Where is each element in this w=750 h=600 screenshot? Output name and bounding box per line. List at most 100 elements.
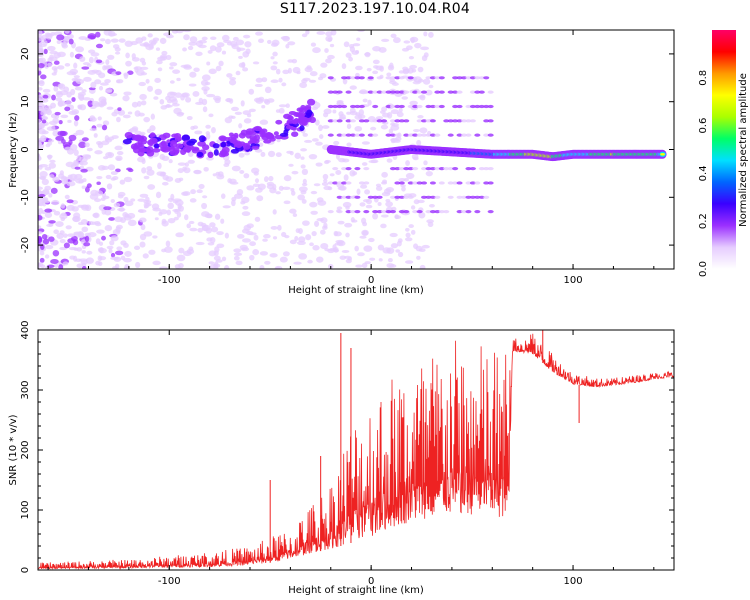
heatmap-scatter-cell	[230, 148, 240, 154]
heatmap-cell	[259, 251, 269, 256]
heatmap-cell	[131, 53, 136, 60]
heatmap-cell	[38, 69, 42, 76]
heatmap-cell	[183, 250, 192, 257]
heatmap-cell	[166, 209, 172, 216]
heatmap-cell	[402, 66, 409, 71]
heatmap-cell	[66, 204, 75, 211]
heatmap-cell	[386, 72, 392, 77]
heatmap-band-cell	[465, 210, 472, 214]
heatmap-band-cell	[465, 195, 472, 199]
heatmap-cell	[152, 235, 158, 239]
heatmap-band-cell	[434, 104, 441, 109]
heatmap-cell	[49, 159, 56, 163]
heatmap-cell	[401, 96, 409, 100]
heatmap-band-cell	[474, 104, 481, 109]
heatmap-cell	[101, 124, 108, 131]
heatmap-cell	[337, 220, 345, 225]
heatmap-cell	[64, 194, 70, 200]
heatmap-cell	[38, 202, 44, 207]
heatmap-band-cell	[412, 167, 419, 171]
heatmap-cell	[74, 78, 82, 82]
heatmap-cell	[182, 166, 187, 171]
heatmap-band-cell	[429, 167, 436, 171]
heatmap-cell	[116, 246, 123, 251]
heatmap-band-cell	[452, 76, 459, 80]
heatmap-cell	[317, 76, 324, 81]
heatmap-cell	[419, 127, 428, 134]
heatmap-cell	[82, 97, 91, 101]
heatmap-cell	[233, 252, 243, 257]
heatmap-cell	[206, 61, 211, 66]
heatmap-cell	[147, 85, 154, 92]
heatmap-band-cell	[487, 90, 494, 94]
heatmap-cell	[381, 38, 390, 43]
heatmap-cell	[110, 235, 119, 242]
heatmap-cell	[164, 104, 173, 108]
heatmap-cell	[162, 181, 169, 186]
heatmap-cell	[41, 34, 47, 41]
heatmap-cell	[230, 40, 238, 47]
heatmap-cell	[277, 224, 282, 231]
heatmap-cell	[80, 168, 88, 173]
heatmap-band-cell	[403, 195, 410, 199]
heatmap-cell	[64, 106, 71, 112]
heatmap-cell	[201, 202, 208, 210]
heatmap-band-cell	[376, 195, 383, 199]
heatmap-scatter-cell	[269, 137, 276, 142]
heatmap-cell	[169, 91, 177, 96]
heatmap-cell	[254, 148, 263, 153]
heatmap-scatter-cell	[306, 109, 313, 117]
heatmap-cell	[208, 113, 214, 118]
heatmap-cell	[354, 126, 363, 132]
heatmap-cell	[137, 198, 146, 202]
heatmap-cell	[409, 100, 418, 106]
snr-y-tick-label: 300	[20, 380, 31, 399]
heatmap-cell	[67, 119, 72, 123]
heatmap-band-cell	[407, 167, 414, 171]
heatmap-cell	[134, 66, 139, 73]
heatmap-band-cell	[327, 90, 334, 94]
heatmap-cell	[107, 136, 115, 141]
heatmap-cell	[125, 52, 130, 59]
heatmap-cell	[264, 260, 271, 265]
heatmap-cell	[157, 56, 166, 61]
heatmap-band-cell	[465, 119, 472, 123]
heatmap-cell	[152, 37, 160, 42]
heatmap-band-cell	[336, 210, 343, 214]
heatmap-band-cell	[474, 90, 481, 94]
heatmap-cell	[159, 209, 168, 215]
heatmap-cell	[127, 219, 137, 227]
heatmap-cell	[195, 51, 203, 57]
heatmap-cell	[169, 66, 174, 70]
heatmap-cell	[108, 248, 113, 254]
heatmap-cell	[309, 71, 318, 77]
heatmap-cell	[270, 79, 279, 84]
heatmap-band-cell	[367, 76, 374, 80]
heatmap-cell	[279, 256, 288, 263]
heatmap-band-cell	[381, 181, 388, 185]
heatmap-cell	[153, 96, 159, 100]
heatmap-cell	[143, 41, 149, 48]
heatmap-cell	[324, 247, 330, 252]
heatmap-cell	[370, 126, 377, 131]
heatmap-cell	[254, 83, 263, 88]
heatmap-cell	[140, 224, 146, 231]
heatmap-cell	[136, 100, 142, 107]
heatmap-cell	[316, 256, 324, 263]
heatmap-cell	[143, 231, 153, 237]
heatmap-band-cell	[456, 90, 463, 94]
heatmap-cell	[127, 70, 134, 75]
heatmap-cell	[410, 229, 416, 235]
heatmap-cell	[63, 86, 70, 93]
heatmap-cell	[377, 201, 382, 207]
heatmap-cell	[80, 218, 88, 225]
heatmap-cell	[238, 152, 245, 158]
heatmap-band-cell	[447, 133, 454, 137]
heatmap-cell	[298, 186, 308, 193]
heatmap-cell	[38, 128, 47, 135]
heatmap-band-cell	[354, 167, 361, 171]
heatmap-cell	[302, 132, 309, 137]
heatmap-cell	[375, 186, 383, 191]
heatmap-cell	[39, 163, 49, 168]
